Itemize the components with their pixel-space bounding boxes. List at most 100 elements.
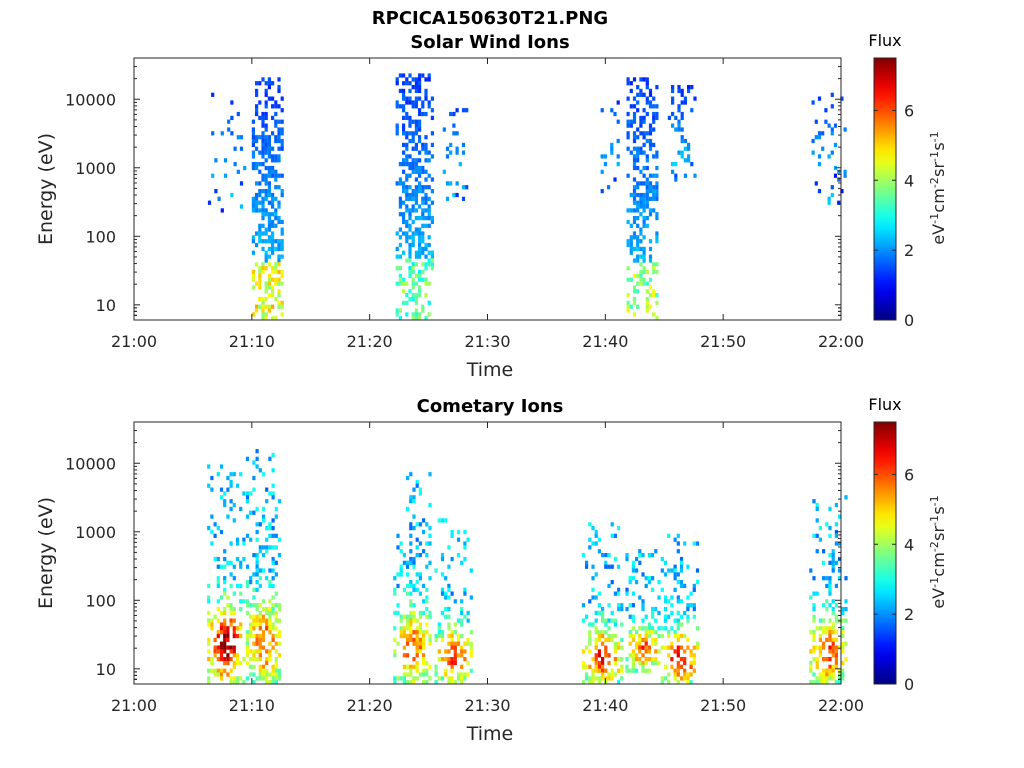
flux-cell xyxy=(245,603,250,608)
flux-cell xyxy=(594,660,598,666)
flux-cell xyxy=(466,637,470,643)
flux-cell xyxy=(226,653,230,658)
flux-cell xyxy=(424,192,428,198)
flux-cell xyxy=(268,657,272,662)
flux-cell xyxy=(267,277,271,282)
flux-cell xyxy=(818,676,822,681)
flux-cell xyxy=(245,456,250,461)
flux-cell xyxy=(818,537,822,542)
flux-cell xyxy=(255,104,259,109)
flux-cell xyxy=(399,633,403,639)
flux-cell xyxy=(841,606,845,612)
flux-cell xyxy=(213,614,217,619)
flux-cell xyxy=(581,664,585,669)
plot-frame xyxy=(133,421,842,685)
flux-cell xyxy=(422,653,426,658)
flux-cell xyxy=(677,123,681,128)
flux-cell xyxy=(421,200,425,205)
flux-cell xyxy=(655,165,659,171)
flux-cell xyxy=(415,587,419,592)
flux-cell xyxy=(620,664,624,669)
flux-cell xyxy=(635,568,639,573)
flux-cell xyxy=(815,506,819,512)
flux-cell xyxy=(411,119,415,124)
flux-cell xyxy=(418,119,422,124)
flux-cell xyxy=(216,606,220,612)
flux-cell xyxy=(683,96,687,101)
flux-cell xyxy=(601,641,605,646)
flux-cell xyxy=(414,146,418,151)
flux-cell xyxy=(841,618,845,623)
flux-cell xyxy=(445,196,450,201)
flux-cell xyxy=(692,583,696,589)
flux-cell xyxy=(641,645,645,650)
flux-cell xyxy=(600,108,604,113)
flux-cell xyxy=(425,660,429,666)
flux-cell xyxy=(838,645,842,650)
flux-cell xyxy=(261,208,265,213)
flux-cell xyxy=(676,664,680,669)
flux-cell xyxy=(405,192,409,198)
flux-cell xyxy=(815,549,819,554)
flux-cell xyxy=(594,637,598,643)
flux-cell xyxy=(687,158,691,163)
flux-cell xyxy=(657,660,661,666)
flux-cell xyxy=(258,239,262,244)
y-tick-label: 10 xyxy=(96,296,116,315)
flux-cell xyxy=(252,487,256,492)
flux-cell xyxy=(274,664,278,669)
flux-cell xyxy=(610,618,614,623)
flux-cell xyxy=(258,468,262,473)
flux-cell xyxy=(828,526,832,531)
flux-cell xyxy=(402,189,406,194)
flux-cell xyxy=(635,657,639,662)
flux-cell xyxy=(271,169,275,174)
flux-cell xyxy=(255,568,259,573)
flux-cell xyxy=(809,649,813,654)
flux-cell xyxy=(408,258,412,263)
flux-cell xyxy=(271,518,275,523)
flux-cell xyxy=(815,657,819,662)
flux-cell xyxy=(280,242,284,248)
flux-cell xyxy=(255,464,259,469)
flux-cell xyxy=(271,289,275,294)
flux-cell xyxy=(421,269,425,275)
flux-cell xyxy=(642,196,646,201)
flux-cell xyxy=(831,606,835,612)
flux-cell xyxy=(418,85,422,90)
flux-cell xyxy=(597,630,601,635)
flux-cell xyxy=(591,541,595,546)
flux-cell xyxy=(655,150,659,155)
flux-cell xyxy=(242,599,246,604)
flux-cell xyxy=(418,108,422,113)
flux-cell xyxy=(440,630,445,635)
flux-cell xyxy=(232,606,236,612)
flux-cell xyxy=(450,637,454,643)
flux-cell xyxy=(604,637,608,643)
flux-cell xyxy=(252,657,256,662)
flux-cell xyxy=(207,200,212,205)
flux-cell xyxy=(444,614,448,619)
flux-cell xyxy=(232,653,236,658)
flux-cell xyxy=(631,603,635,608)
flux-cell xyxy=(226,637,230,643)
flux-cell xyxy=(271,672,275,677)
flux-cell xyxy=(232,680,236,685)
flux-cell xyxy=(626,77,630,82)
flux-cell xyxy=(268,580,272,585)
flux-cell xyxy=(274,212,278,217)
flux-cell xyxy=(223,502,227,508)
flux-cell xyxy=(831,549,835,554)
flux-cell xyxy=(418,111,422,117)
flux-cell xyxy=(841,668,845,673)
flux-cell xyxy=(239,146,244,151)
flux-cell xyxy=(280,239,284,244)
flux-cell xyxy=(581,603,585,608)
flux-cell xyxy=(673,537,677,542)
flux-cell xyxy=(395,231,399,236)
flux-cell xyxy=(817,96,822,101)
flux-cell xyxy=(671,123,675,128)
flux-cell xyxy=(838,568,842,573)
flux-cell xyxy=(277,135,281,140)
flux-cell xyxy=(399,541,403,546)
